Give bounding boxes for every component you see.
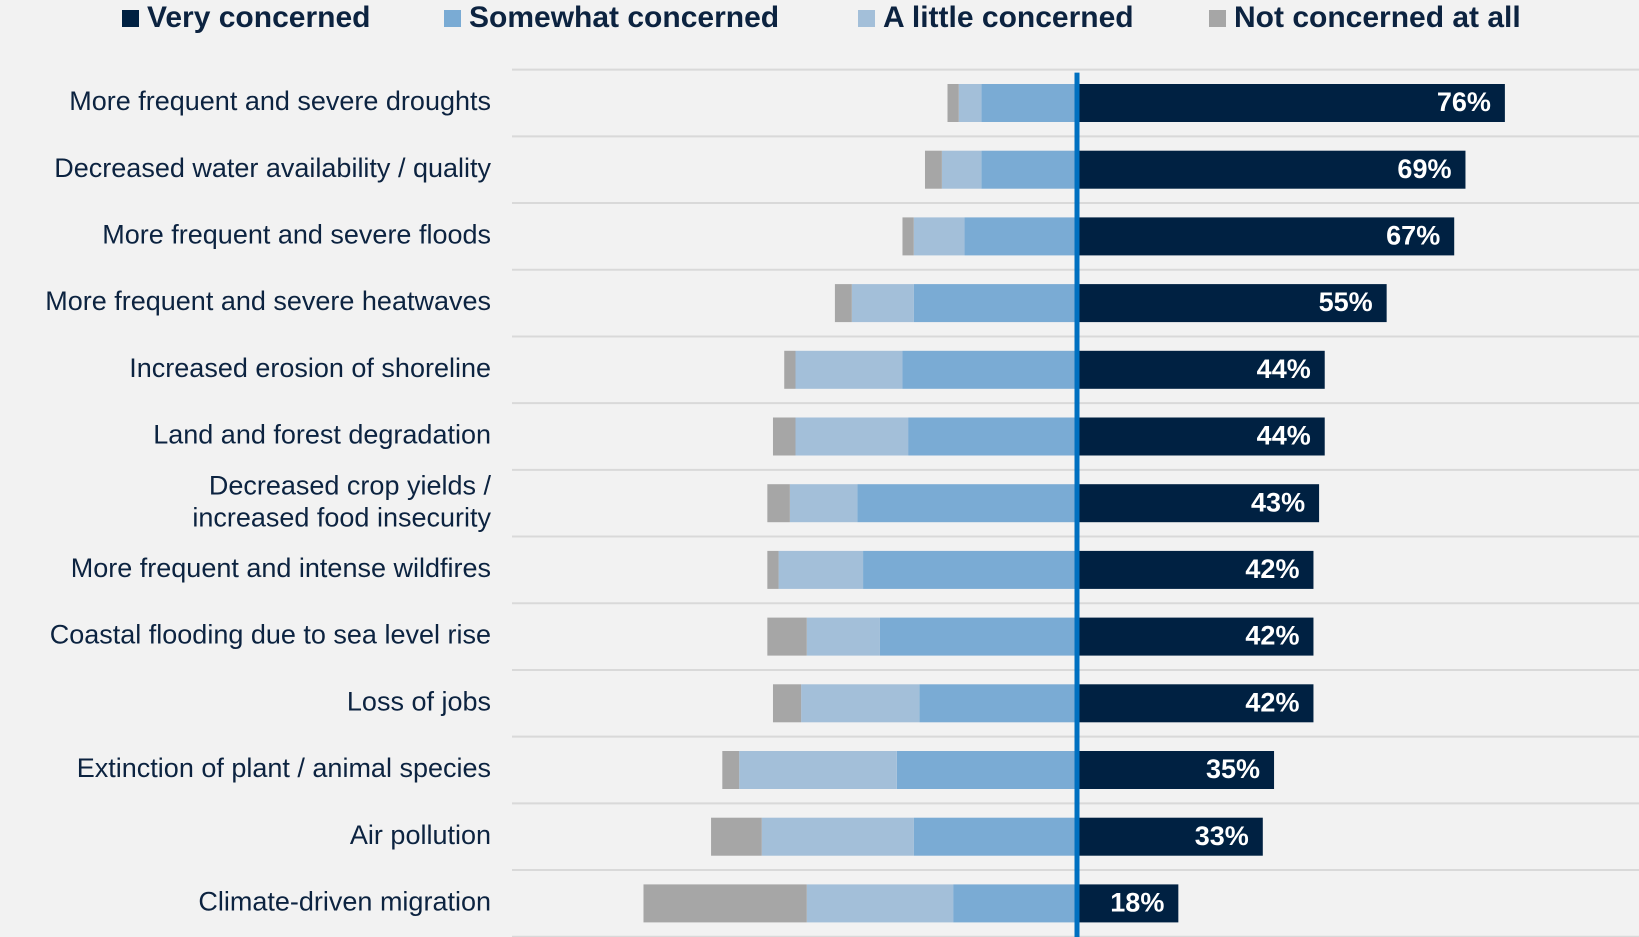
- data-label-land-and-forest-degradation: 44%: [1257, 421, 1311, 451]
- bar-very-concerned-air-pollution: [1077, 817, 1263, 856]
- bar-not-concerned-at-all-loss-of-jobs: [772, 684, 802, 723]
- data-label-loss-of-jobs: 42%: [1245, 687, 1299, 717]
- legend-item-very-concerned: Very concerned: [122, 0, 370, 36]
- category-label-loss-of-jobs: Loss of jobs: [347, 686, 491, 716]
- bar-somewhat-concerned-loss-of-jobs: [919, 684, 1077, 723]
- bar-very-concerned-land-and-forest-degradation: [1077, 417, 1325, 456]
- data-label-increased-erosion-of-shoreline: 44%: [1257, 354, 1311, 384]
- bar-very-concerned-decreased-water-availability-quality: [1077, 150, 1466, 189]
- bar-somewhat-concerned-increased-erosion-of-shoreline: [902, 350, 1077, 389]
- category-label-extinction-of-plant-animal-species: Extinction of plant / animal species: [77, 753, 491, 783]
- bar-somewhat-concerned-decreased-water-availability-quality: [981, 150, 1077, 189]
- category-label-land-and-forest-degradation: Land and forest degradation: [153, 420, 491, 450]
- bar-not-concerned-at-all-decreased-crop-yields-increased-food-insecurity: [767, 484, 790, 523]
- legend-label-very-concerned: Very concerned: [147, 1, 371, 34]
- bar-a-little-concerned-extinction-of-plant-animal-species: [739, 751, 897, 789]
- data-label-more-frequent-and-severe-heatwaves: 55%: [1319, 287, 1373, 317]
- data-label-decreased-crop-yields-increased-food-insecurity: 43%: [1251, 487, 1305, 517]
- category-label-coastal-flooding-due-to-sea-level-rise: Coastal flooding due to sea level rise: [50, 620, 491, 650]
- bar-very-concerned-more-frequent-and-intense-wildfires: [1077, 550, 1314, 589]
- bar-somewhat-concerned-more-frequent-and-severe-floods: [964, 217, 1077, 256]
- bar-a-little-concerned-climate-driven-migration: [806, 884, 954, 923]
- category-label-increased-erosion-of-shoreline: Increased erosion of shoreline: [129, 353, 491, 383]
- data-label-decreased-water-availability-quality: 69%: [1397, 154, 1451, 184]
- bar-somewhat-concerned-climate-driven-migration: [953, 884, 1077, 923]
- bar-very-concerned-extinction-of-plant-animal-species: [1077, 751, 1275, 789]
- category-label-air-pollution: Air pollution: [350, 820, 491, 850]
- bar-very-concerned-loss-of-jobs: [1077, 684, 1314, 723]
- bar-not-concerned-at-all-climate-driven-migration: [643, 884, 807, 923]
- bar-a-little-concerned-loss-of-jobs: [801, 684, 920, 723]
- data-label-more-frequent-and-severe-droughts: 76%: [1437, 87, 1491, 117]
- category-label-decreased-water-availability-quality: Decreased water availability / quality: [54, 153, 491, 183]
- bar-a-little-concerned-more-frequent-and-intense-wildfires: [778, 550, 864, 589]
- bar-not-concerned-at-all-air-pollution: [711, 817, 762, 856]
- legend-label-a-little-concerned: A little concerned: [883, 1, 1134, 34]
- bar-very-concerned-more-frequent-and-severe-droughts: [1077, 84, 1505, 122]
- bar-somewhat-concerned-land-and-forest-degradation: [908, 417, 1077, 456]
- bar-very-concerned-coastal-flooding-due-to-sea-level-rise: [1077, 617, 1314, 656]
- bar-not-concerned-at-all-decreased-water-availability-quality: [924, 150, 942, 189]
- chart-legend: Very concerned Somewhat concerned A litt…: [0, 0, 1639, 40]
- category-label-more-frequent-and-severe-floods: More frequent and severe floods: [102, 220, 491, 250]
- data-label-more-frequent-and-severe-floods: 67%: [1386, 221, 1440, 251]
- bar-a-little-concerned-decreased-water-availability-quality: [941, 150, 982, 189]
- bar-very-concerned-climate-driven-migration: [1077, 884, 1179, 923]
- bar-very-concerned-decreased-crop-yields-increased-food-insecurity: [1077, 484, 1320, 523]
- legend-label-not-concerned: Not concerned at all: [1234, 1, 1521, 34]
- category-label-more-frequent-and-severe-droughts: More frequent and severe droughts: [69, 86, 491, 116]
- bar-a-little-concerned-decreased-crop-yields-increased-food-insecurity: [789, 484, 858, 523]
- data-label-air-pollution: 33%: [1195, 821, 1249, 851]
- bar-somewhat-concerned-more-frequent-and-intense-wildfires: [863, 550, 1077, 589]
- bar-very-concerned-more-frequent-and-severe-heatwaves: [1077, 284, 1387, 323]
- bar-a-little-concerned-coastal-flooding-due-to-sea-level-rise: [806, 617, 880, 656]
- bar-somewhat-concerned-extinction-of-plant-animal-species: [896, 751, 1077, 789]
- bar-a-little-concerned-more-frequent-and-severe-droughts: [958, 84, 982, 122]
- bar-somewhat-concerned-coastal-flooding-due-to-sea-level-rise: [879, 617, 1077, 656]
- category-label-more-frequent-and-intense-wildfires: More frequent and intense wildfires: [71, 553, 491, 583]
- bar-somewhat-concerned-more-frequent-and-severe-heatwaves: [913, 284, 1077, 323]
- data-label-climate-driven-migration: 18%: [1110, 888, 1164, 918]
- legend-item-a-little-concerned: A little concerned: [858, 0, 1134, 36]
- bar-very-concerned-more-frequent-and-severe-floods: [1077, 217, 1455, 256]
- bar-a-little-concerned-air-pollution: [761, 817, 914, 856]
- bar-not-concerned-at-all-coastal-flooding-due-to-sea-level-rise: [767, 617, 807, 656]
- legend-item-somewhat-concerned: Somewhat concerned: [444, 0, 779, 36]
- bar-a-little-concerned-increased-erosion-of-shoreline: [795, 350, 903, 389]
- data-label-coastal-flooding-due-to-sea-level-rise: 42%: [1245, 621, 1299, 651]
- bar-somewhat-concerned-more-frequent-and-severe-droughts: [981, 84, 1077, 122]
- bar-not-concerned-at-all-increased-erosion-of-shoreline: [784, 350, 796, 389]
- bar-a-little-concerned-more-frequent-and-severe-heatwaves: [851, 284, 914, 323]
- bar-somewhat-concerned-air-pollution: [913, 817, 1077, 856]
- bar-not-concerned-at-all-more-frequent-and-severe-heatwaves: [834, 284, 852, 323]
- bar-not-concerned-at-all-more-frequent-and-intense-wildfires: [767, 550, 779, 589]
- bar-somewhat-concerned-decreased-crop-yields-increased-food-insecurity: [857, 484, 1077, 523]
- category-label-more-frequent-and-severe-heatwaves: More frequent and severe heatwaves: [45, 286, 491, 316]
- bar-not-concerned-at-all-land-and-forest-degradation: [772, 417, 796, 456]
- bar-very-concerned-increased-erosion-of-shoreline: [1077, 350, 1325, 389]
- bar-a-little-concerned-land-and-forest-degradation: [795, 417, 909, 456]
- legend-label-somewhat-concerned: Somewhat concerned: [469, 1, 780, 34]
- legend-swatch-very-concerned: [122, 9, 139, 27]
- data-label-extinction-of-plant-animal-species: 35%: [1206, 754, 1260, 784]
- bar-not-concerned-at-all-extinction-of-plant-animal-species: [722, 751, 740, 789]
- legend-swatch-a-little-concerned: [858, 9, 875, 27]
- legend-item-not-concerned: Not concerned at all: [1209, 0, 1521, 36]
- bar-not-concerned-at-all-more-frequent-and-severe-floods: [902, 217, 914, 256]
- category-label-decreased-crop-yields-increased-food-insecurity: Decreased crop yields / increased food in…: [192, 470, 491, 532]
- legend-swatch-somewhat-concerned: [444, 9, 461, 27]
- legend-swatch-not-concerned: [1209, 9, 1226, 27]
- category-label-climate-driven-migration: Climate-driven migration: [198, 887, 491, 917]
- bar-not-concerned-at-all-more-frequent-and-severe-droughts: [947, 84, 959, 122]
- bar-a-little-concerned-more-frequent-and-severe-floods: [913, 217, 965, 256]
- data-label-more-frequent-and-intense-wildfires: 42%: [1245, 554, 1299, 584]
